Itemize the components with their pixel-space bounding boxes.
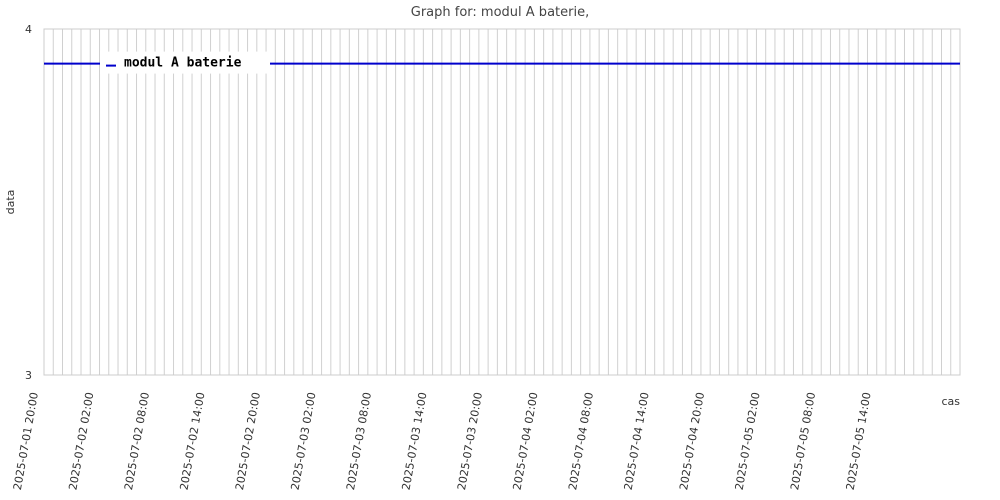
y-axis-label: data: [4, 190, 17, 215]
legend-background: [100, 51, 270, 74]
plot-frame: [43, 28, 961, 376]
chart-title: Graph for: modul A baterie,: [411, 5, 589, 20]
legend: modul A baterie: [100, 51, 270, 74]
legend-label: modul A baterie: [124, 56, 242, 71]
y-tick-label: 4: [25, 23, 32, 36]
y-tick-label: 3: [25, 369, 32, 382]
grid: [43, 29, 961, 375]
x-axis-label: cas: [941, 395, 960, 408]
y-tick-labels: 34: [25, 23, 32, 382]
